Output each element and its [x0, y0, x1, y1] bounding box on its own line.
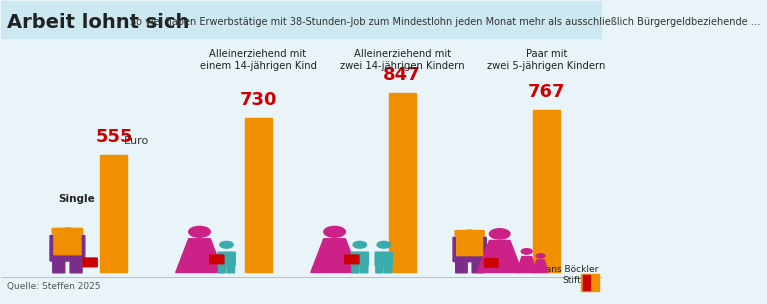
FancyBboxPatch shape	[456, 262, 467, 273]
Polygon shape	[311, 239, 358, 272]
Circle shape	[353, 241, 367, 248]
FancyBboxPatch shape	[581, 274, 599, 291]
FancyBboxPatch shape	[375, 252, 393, 266]
Text: 730: 730	[239, 91, 277, 109]
Polygon shape	[533, 260, 548, 272]
Text: 555: 555	[95, 128, 133, 146]
FancyBboxPatch shape	[453, 237, 486, 262]
FancyBboxPatch shape	[70, 261, 82, 273]
Circle shape	[377, 241, 390, 248]
Text: 847: 847	[384, 66, 421, 84]
Polygon shape	[477, 240, 522, 272]
Text: Hans Böckler
Stiftung: Hans Böckler Stiftung	[538, 265, 598, 285]
Polygon shape	[517, 257, 537, 272]
FancyBboxPatch shape	[345, 255, 359, 264]
Text: 767: 767	[528, 83, 565, 101]
FancyBboxPatch shape	[54, 235, 81, 255]
FancyBboxPatch shape	[384, 266, 392, 273]
FancyBboxPatch shape	[376, 266, 383, 273]
Text: So viel haben Erwerbstätige mit 38-Stunden-Job zum Mindestlohn jeden Monat mehr : So viel haben Erwerbstätige mit 38-Stund…	[130, 17, 761, 27]
FancyBboxPatch shape	[485, 259, 498, 267]
Text: Arbeit lohnt sich: Arbeit lohnt sich	[8, 13, 189, 32]
FancyBboxPatch shape	[351, 252, 368, 266]
Circle shape	[324, 226, 345, 237]
FancyBboxPatch shape	[360, 266, 368, 273]
FancyBboxPatch shape	[53, 261, 64, 273]
Text: Paar mit
zwei 5-jährigen Kindern: Paar mit zwei 5-jährigen Kindern	[487, 49, 605, 71]
Circle shape	[459, 230, 480, 240]
Text: Euro: Euro	[124, 136, 150, 146]
FancyBboxPatch shape	[582, 275, 590, 290]
FancyBboxPatch shape	[209, 255, 224, 264]
Bar	[533, 110, 560, 272]
FancyBboxPatch shape	[52, 228, 83, 234]
Text: Single: Single	[58, 194, 95, 204]
FancyBboxPatch shape	[2, 2, 602, 37]
Text: Quelle: Steffen 2025: Quelle: Steffen 2025	[8, 282, 101, 291]
Bar	[245, 118, 272, 272]
Circle shape	[189, 226, 210, 237]
Text: Alleinerziehend mit
zwei 14-jährigen Kindern: Alleinerziehend mit zwei 14-jährigen Kin…	[340, 49, 465, 71]
FancyBboxPatch shape	[218, 252, 235, 266]
FancyBboxPatch shape	[455, 230, 484, 236]
FancyBboxPatch shape	[83, 258, 97, 267]
FancyBboxPatch shape	[456, 237, 482, 256]
Circle shape	[57, 228, 78, 239]
FancyBboxPatch shape	[352, 266, 359, 273]
FancyBboxPatch shape	[227, 266, 235, 273]
FancyBboxPatch shape	[50, 235, 85, 261]
Circle shape	[489, 229, 510, 239]
Circle shape	[220, 241, 233, 248]
Bar	[389, 93, 416, 272]
Polygon shape	[176, 239, 223, 272]
FancyBboxPatch shape	[219, 266, 225, 273]
Text: Alleinerziehend mit
einem 14-jährigen Kind: Alleinerziehend mit einem 14-jährigen Ki…	[199, 49, 317, 71]
Circle shape	[522, 249, 532, 254]
FancyBboxPatch shape	[472, 262, 484, 273]
Circle shape	[536, 254, 545, 258]
Bar	[100, 155, 127, 272]
